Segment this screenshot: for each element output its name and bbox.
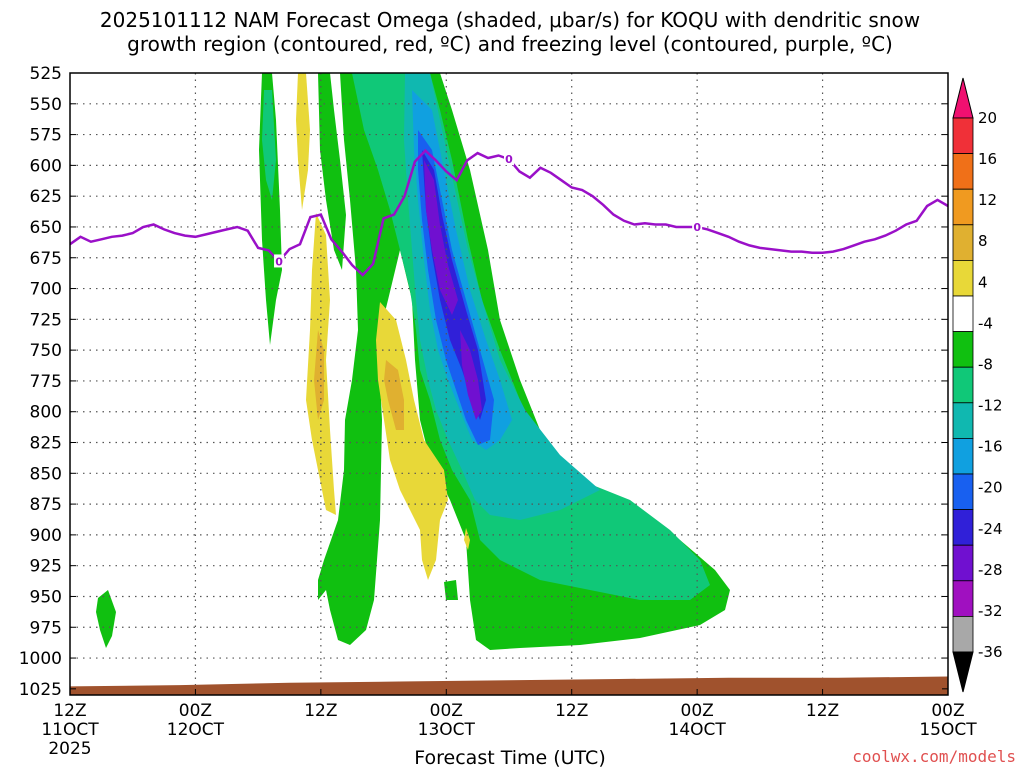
colorbar-segment	[952, 402, 974, 439]
colorbar-tick-label: 12	[978, 191, 997, 209]
surface-terrain	[70, 676, 948, 695]
y-tick-label: 975	[30, 618, 62, 638]
colorbar-tick-label: -8	[978, 355, 993, 373]
freezing-level-label: 0	[693, 221, 701, 234]
omega-region-small-left	[96, 590, 116, 648]
colorbar-segment	[952, 153, 974, 190]
x-tick-date: 12OCT	[167, 720, 225, 740]
y-axis-ticks: 525 550 575 600 625 650 675 700 725 750 775 800 825 8…	[19, 64, 948, 700]
x-tick-year: 2025	[48, 739, 91, 759]
colorbar-tick-label: 4	[978, 273, 988, 291]
omega-shading	[96, 73, 730, 650]
y-tick-label: 600	[30, 156, 62, 176]
colorbar-segment	[952, 509, 974, 546]
x-tick-time: 00Z	[179, 701, 212, 721]
y-tick-label: 550	[30, 95, 62, 115]
x-tick-time: 12Z	[304, 701, 337, 721]
colorbar-bottom-arrow	[952, 651, 974, 693]
omega-region-orange1	[314, 330, 324, 420]
omega-region-cyan	[404, 73, 600, 520]
y-tick-label: 700	[30, 280, 62, 300]
omega-region-purple2	[460, 330, 482, 420]
x-tick-time: 00Z	[931, 701, 964, 721]
colorbar-segment	[952, 188, 974, 226]
y-tick-label: 650	[30, 218, 62, 238]
colorbar-segment	[952, 437, 974, 475]
x-tick-date: 14OCT	[669, 720, 727, 740]
freezing-level-label: 0	[505, 153, 513, 166]
credit-text: coolwx.com/models	[852, 747, 1016, 766]
colorbar-segment	[952, 580, 974, 617]
omega-region-yellow4	[464, 528, 470, 550]
omega-region-teal-left	[262, 90, 276, 200]
y-tick-label: 750	[30, 341, 62, 361]
colorbar-tick-label: -12	[978, 397, 1003, 415]
colorbar-tick-label: -24	[978, 520, 1003, 538]
plot-frame	[69, 72, 949, 696]
colorbar-segment	[952, 259, 974, 297]
y-tick-label: 850	[30, 464, 62, 484]
y-tick-label: 525	[30, 64, 62, 84]
colorbar-segment	[952, 224, 974, 261]
y-tick-label: 800	[30, 403, 62, 423]
colorbar-tick-label: -36	[978, 643, 1003, 661]
y-tick-label: 1000	[19, 649, 62, 669]
y-tick-label: 575	[30, 126, 62, 146]
colorbar-segment	[952, 366, 974, 404]
y-tick-label: 775	[30, 372, 62, 392]
x-tick-time: 00Z	[430, 701, 463, 721]
y-tick-label: 900	[30, 526, 62, 546]
colorbar-segment	[952, 544, 974, 582]
colorbar-tick-label: -32	[978, 602, 1003, 620]
colorbar-tick-label: -20	[978, 479, 1003, 497]
omega-region-small-mid	[444, 580, 458, 600]
colorbar: 20 16 12 8 4 -4 -8 -12 -16 -20 -24 -28 -32 -36	[952, 77, 1003, 693]
y-tick-label: 1025	[19, 680, 62, 700]
y-tick-label: 925	[30, 557, 62, 577]
colorbar-segment	[952, 331, 974, 368]
colorbar-tick-label: -28	[978, 561, 1003, 579]
contour-label-bg	[692, 219, 703, 233]
y-tick-label: 875	[30, 495, 62, 515]
colorbar-tick-label: 20	[978, 109, 997, 127]
chart-title-line1: 2025101112 NAM Forecast Omega (shaded, μ…	[100, 8, 920, 32]
colorbar-tick-label: 8	[978, 232, 988, 250]
x-axis-label: Forecast Time (UTC)	[414, 747, 605, 768]
colorbar-segment	[952, 295, 974, 332]
colorbar-tick-label: -4	[978, 314, 993, 332]
x-tick-date: 15OCT	[919, 720, 977, 740]
colorbar-tick-label: -16	[978, 438, 1003, 456]
colorbar-top-arrow	[952, 77, 974, 119]
contour-label-bg	[504, 152, 514, 166]
x-tick-time: 12Z	[53, 701, 86, 721]
colorbar-segment	[952, 616, 974, 653]
freezing-level-label: 0	[275, 255, 283, 268]
colorbar-tick-label: 16	[978, 150, 997, 168]
omega-region-orange2	[384, 360, 404, 430]
omega-region-purple	[424, 160, 458, 315]
colorbar-segment	[952, 117, 974, 154]
x-tick-time: 12Z	[806, 701, 839, 721]
y-tick-label: 625	[30, 187, 62, 207]
freezing-level-labels: 0 0 0	[274, 152, 703, 268]
x-tick-time: 00Z	[681, 701, 714, 721]
x-tick-time: 12Z	[555, 701, 588, 721]
y-tick-label: 675	[30, 249, 62, 269]
x-tick-date: 11OCT	[41, 720, 99, 740]
y-tick-label: 725	[30, 310, 62, 330]
chart-title-line2: growth region (contoured, red, ºC) and f…	[127, 32, 893, 56]
x-tick-date: 13OCT	[418, 720, 476, 740]
contour-label-bg	[274, 254, 285, 268]
omega-region-yellow1	[296, 73, 310, 210]
y-tick-label: 825	[30, 434, 62, 454]
colorbar-segment	[952, 473, 974, 510]
y-tick-label: 950	[30, 587, 62, 607]
omega-region-weak-left2	[318, 73, 346, 270]
